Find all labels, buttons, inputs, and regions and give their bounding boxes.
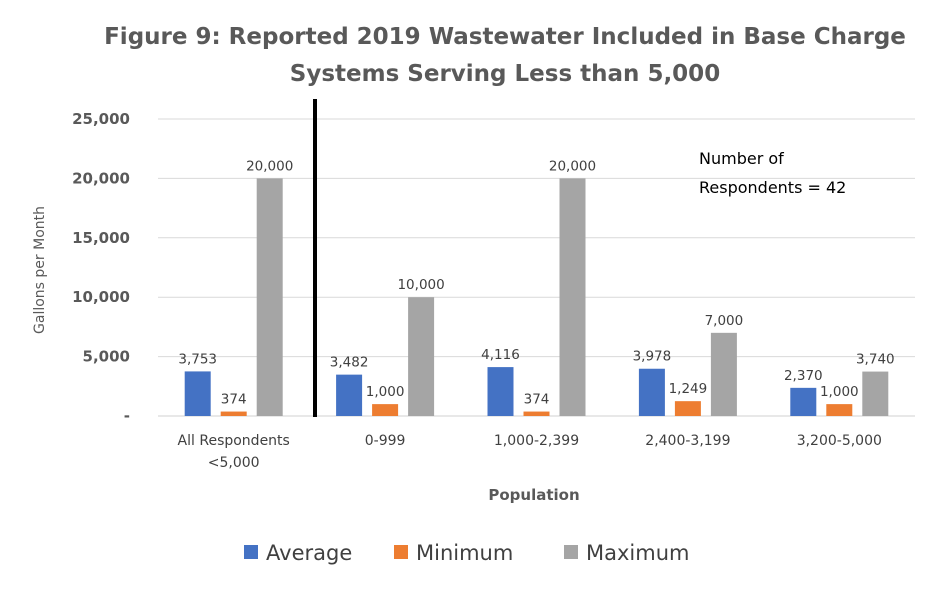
gridlines bbox=[158, 118, 915, 417]
data-label: 10,000 bbox=[397, 277, 444, 293]
legend-label: Maximum bbox=[586, 541, 689, 565]
bar-maximum bbox=[559, 178, 586, 416]
y-tick-label: - bbox=[124, 407, 130, 425]
x-tick-label: 2,400-3,199 bbox=[645, 433, 730, 449]
legend-swatch-minimum bbox=[394, 545, 408, 559]
bar-minimum bbox=[674, 401, 701, 416]
data-label: 3,753 bbox=[178, 351, 217, 367]
data-labels: 3,753 374 20,000 3,482 1,000 10,000 4,116 374 20… bbox=[178, 158, 894, 407]
y-tick-label: 20,000 bbox=[72, 169, 130, 187]
y-tick-label: 25,000 bbox=[72, 110, 130, 128]
y-tick-label: 10,000 bbox=[72, 288, 130, 306]
data-label: 3,740 bbox=[856, 352, 895, 368]
annotation-line-1: Number of bbox=[699, 149, 784, 168]
y-tick-label: 5,000 bbox=[83, 348, 130, 366]
legend-swatch-maximum bbox=[564, 545, 578, 559]
data-label: 1,000 bbox=[820, 384, 859, 400]
y-axis-ticks: - 5,000 10,000 15,000 20,000 25,000 bbox=[72, 110, 130, 425]
data-label: 7,000 bbox=[705, 313, 744, 329]
bar-maximum bbox=[256, 178, 283, 416]
bar-minimum bbox=[220, 411, 247, 416]
chart-title-line-2: Systems Serving Less than 5,000 bbox=[290, 61, 720, 87]
bar-maximum bbox=[710, 332, 737, 416]
bar-minimum bbox=[826, 404, 853, 416]
x-tick-label: All Respondents bbox=[178, 433, 290, 449]
x-tick-label: 3,200-5,000 bbox=[797, 433, 882, 449]
chart-title-line-1: Figure 9: Reported 2019 Wastewater Inclu… bbox=[104, 24, 906, 50]
x-axis-label: Population bbox=[488, 486, 579, 504]
bar-maximum bbox=[862, 371, 889, 416]
bar-minimum bbox=[372, 404, 399, 416]
data-label: 4,116 bbox=[481, 347, 520, 363]
data-label: 2,370 bbox=[784, 368, 823, 384]
bar-average bbox=[336, 374, 363, 416]
bar-minimum bbox=[523, 411, 550, 416]
bar-average bbox=[638, 368, 665, 416]
data-label: 3,978 bbox=[633, 349, 672, 365]
bars bbox=[184, 178, 889, 416]
legend-label: Minimum bbox=[416, 541, 513, 565]
x-tick-label: 1,000-2,399 bbox=[494, 433, 579, 449]
data-label: 20,000 bbox=[246, 158, 293, 174]
bar-average bbox=[790, 387, 817, 416]
bar-average bbox=[184, 371, 211, 416]
x-tick-label: <5,000 bbox=[208, 455, 260, 471]
legend-label: Average bbox=[266, 541, 352, 565]
bar-maximum bbox=[408, 297, 435, 416]
x-tick-label: 0-999 bbox=[365, 433, 406, 449]
legend: Average Minimum Maximum bbox=[244, 541, 689, 565]
data-label: 1,249 bbox=[669, 381, 708, 397]
legend-swatch-average bbox=[244, 545, 258, 559]
data-label: 374 bbox=[524, 392, 550, 408]
data-label: 374 bbox=[221, 392, 247, 408]
annotation-line-2: Respondents = 42 bbox=[699, 178, 846, 197]
data-label: 20,000 bbox=[549, 158, 596, 174]
y-tick-label: 15,000 bbox=[72, 229, 130, 247]
y-axis-label: Gallons per Month bbox=[32, 206, 48, 334]
bar-average bbox=[487, 367, 514, 416]
x-axis-ticks: All Respondents <5,000 0-999 1,000-2,399 2,4… bbox=[178, 433, 882, 471]
data-label: 1,000 bbox=[366, 384, 405, 400]
data-label: 3,482 bbox=[330, 355, 369, 371]
